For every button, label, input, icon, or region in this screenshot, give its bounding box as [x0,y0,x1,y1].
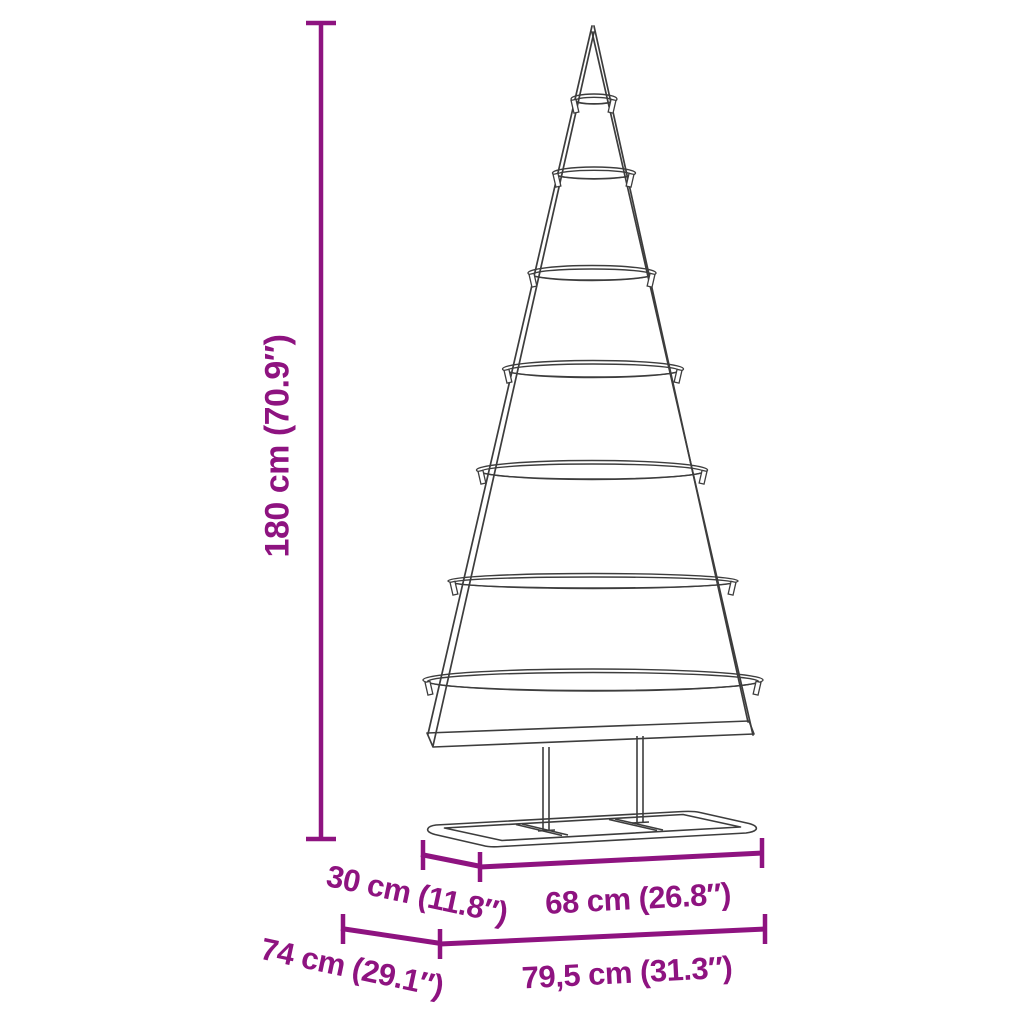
ring-clips [424,98,762,696]
tree-bottom-band [426,720,755,748]
height-dimension-label: 180 cm (70.9″) [258,334,297,558]
tree-rings [422,93,764,692]
height-dimension-line [306,20,336,842]
base-footprint-dimension-line [420,838,765,882]
overall-footprint-dimension-line [340,914,768,959]
base-frame [426,810,758,848]
tree-cone-rails [427,25,754,747]
dimension-lines [306,20,768,959]
trunk-posts [537,736,650,832]
